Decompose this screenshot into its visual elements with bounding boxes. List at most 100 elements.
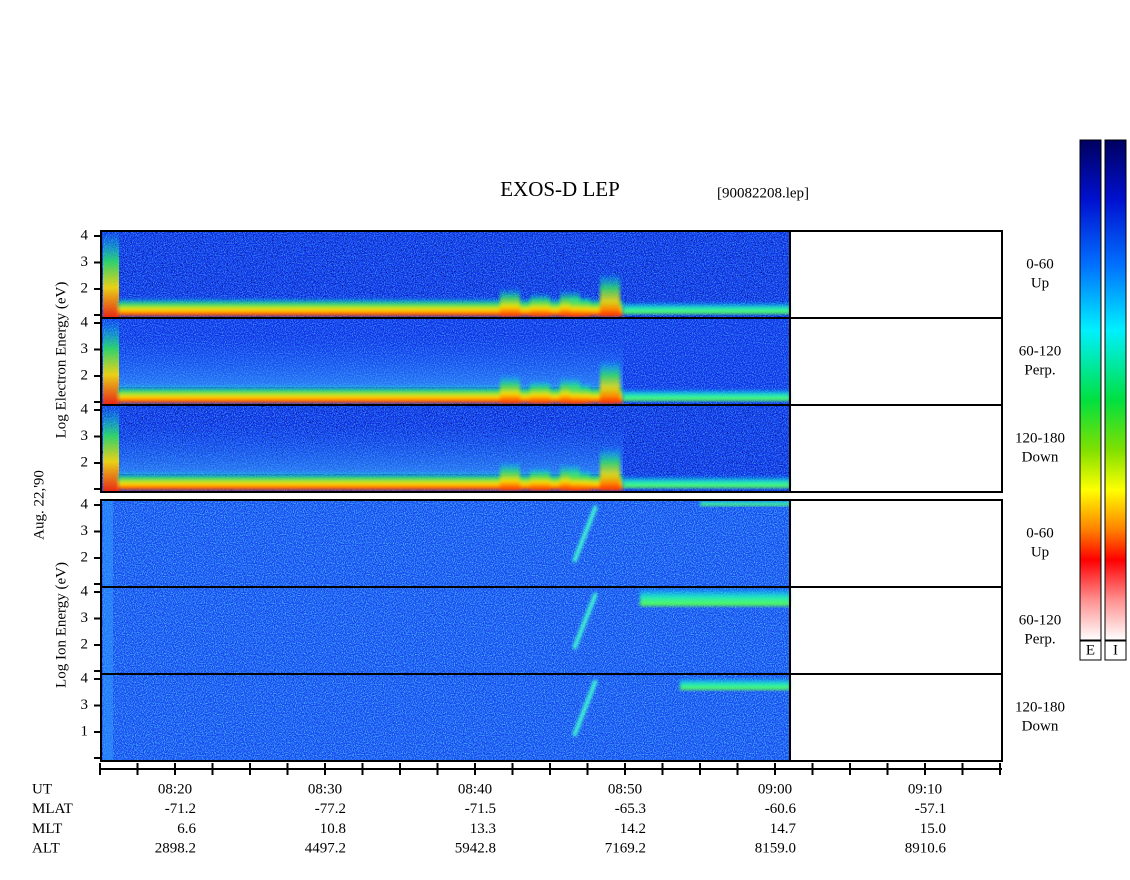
spectrum-band <box>118 472 623 490</box>
y-tick-label: 4 <box>81 314 89 330</box>
angle-label: 0-60 <box>1026 256 1054 272</box>
row-label: MLAT <box>32 801 73 817</box>
y-tick-label: 1 <box>81 723 89 739</box>
panel-frame <box>100 404 1003 493</box>
y-tick-label: 2 <box>81 454 89 470</box>
spectrum-burst <box>530 467 550 490</box>
panel: 4 3 2 0-60 Up <box>81 227 1054 319</box>
row-value: -71.5 <box>465 801 496 817</box>
spectrum-burst <box>500 288 520 316</box>
row-value: 08:20 <box>158 781 192 797</box>
spectrum-band <box>623 302 790 314</box>
time-axis: UT 08:20 08:30 08:40 08:50 09:00 09:10 MLAT -71.… <box>32 763 1002 857</box>
panel-frame <box>100 673 1003 762</box>
panel: 4 3 2 0-60 Up <box>81 496 1054 588</box>
direction-label: Down <box>1022 718 1059 734</box>
spectrum-edge <box>103 500 113 587</box>
spectrum-burst <box>600 273 620 316</box>
row-value: 09:10 <box>908 781 942 797</box>
row-value: 08:50 <box>608 781 642 797</box>
y-tick-label: 2 <box>81 636 89 652</box>
date-label: Aug. 22,'90 <box>31 470 47 540</box>
row-value: 7169.2 <box>605 841 646 857</box>
colorbar <box>1104 139 1127 641</box>
panel: 4 3 2 60-120 Perp. <box>81 583 1062 675</box>
direction-label: Down <box>1022 449 1059 465</box>
row-value: 2898.2 <box>155 841 196 857</box>
row-value: 15.0 <box>920 821 946 837</box>
y-tick-label: 2 <box>81 549 89 565</box>
panels: 4 3 2 0-60 Up 4 3 2 60-120 Perp. 4 3 2 120-180 Down 4 3 2… <box>81 227 1065 762</box>
angle-label: 60-120 <box>1019 343 1062 359</box>
row-value: 08:30 <box>308 781 342 797</box>
panel: 4 3 2 60-120 Perp. <box>81 314 1062 406</box>
spectrum-streak <box>572 505 598 563</box>
angle-label: 120-180 <box>1015 699 1065 715</box>
row-value: -65.3 <box>615 801 646 817</box>
y-tick-label: 4 <box>81 583 89 599</box>
y-tick-label: 2 <box>81 280 89 296</box>
y-tick-label: 4 <box>81 227 89 243</box>
angle-label: 60-120 <box>1019 612 1062 628</box>
direction-label: Perp. <box>1024 362 1055 378</box>
row-label: UT <box>32 781 52 797</box>
spectrum-edge <box>103 405 119 492</box>
spectrum-streak <box>572 679 598 737</box>
ion-axis-label: Log Ion Energy (eV) <box>53 562 69 688</box>
row-value: 09:00 <box>758 781 792 797</box>
row-value: 10.8 <box>320 821 346 837</box>
spectrum-glow <box>118 425 623 474</box>
y-tick-label: 3 <box>81 341 89 357</box>
angle-label: 0-60 <box>1026 525 1054 541</box>
spectrum-edge <box>103 587 113 674</box>
row-value: 14.2 <box>620 821 646 837</box>
direction-label: Perp. <box>1024 631 1055 647</box>
spectrum-burst <box>500 375 520 403</box>
y-tick-label: 4 <box>81 401 89 417</box>
spectrum-edge <box>103 674 113 761</box>
direction-label: Up <box>1031 275 1049 291</box>
row-value: 13.3 <box>470 821 496 837</box>
spectrum-burst <box>600 447 620 490</box>
spectrum-band <box>118 298 623 316</box>
row-value: 14.7 <box>770 821 797 837</box>
spectrum-band <box>640 588 790 606</box>
spectrum-burst <box>570 296 590 316</box>
title: EXOS-D LEP <box>500 177 620 201</box>
y-tick-label: 2 <box>81 367 89 383</box>
angle-label: 120-180 <box>1015 430 1065 446</box>
row-value: 8159.0 <box>755 841 796 857</box>
y-tick-label: 4 <box>81 496 89 512</box>
panel: 4 3 1 120-180 Down <box>81 670 1065 762</box>
y-tick-label: 3 <box>81 697 89 713</box>
colorbar-label-box <box>1079 640 1102 661</box>
colorbar-label: E <box>1086 642 1095 658</box>
colorbar <box>1079 139 1102 641</box>
spectrum-burst <box>530 380 550 403</box>
electron-axis-label: Log Electron Energy (eV) <box>53 282 69 439</box>
row-value: 08:40 <box>458 781 492 797</box>
spectrum-noise <box>101 674 790 761</box>
row-value: 5942.8 <box>455 841 496 857</box>
spectrum-band <box>623 476 790 488</box>
colorbar-label: I <box>1113 642 1118 658</box>
panel: 4 3 2 120-180 Down <box>81 401 1065 493</box>
row-value: -60.6 <box>765 801 797 817</box>
spectrum-burst <box>530 293 550 316</box>
row-label: MLT <box>32 821 62 837</box>
spectrum-edge <box>103 318 119 405</box>
y-tick-label: 3 <box>81 428 89 444</box>
row-label: ALT <box>32 841 60 857</box>
row-value: -71.2 <box>165 801 196 817</box>
row-value: -77.2 <box>315 801 346 817</box>
spectrum-edge <box>103 231 119 318</box>
spectrum-noise <box>101 500 790 587</box>
direction-label: Up <box>1031 544 1049 560</box>
spectrum-band <box>680 678 790 690</box>
file-name: [90082208.lep] <box>717 185 809 201</box>
y-tick-label: 3 <box>81 254 89 270</box>
spectrum-glow <box>118 338 623 387</box>
